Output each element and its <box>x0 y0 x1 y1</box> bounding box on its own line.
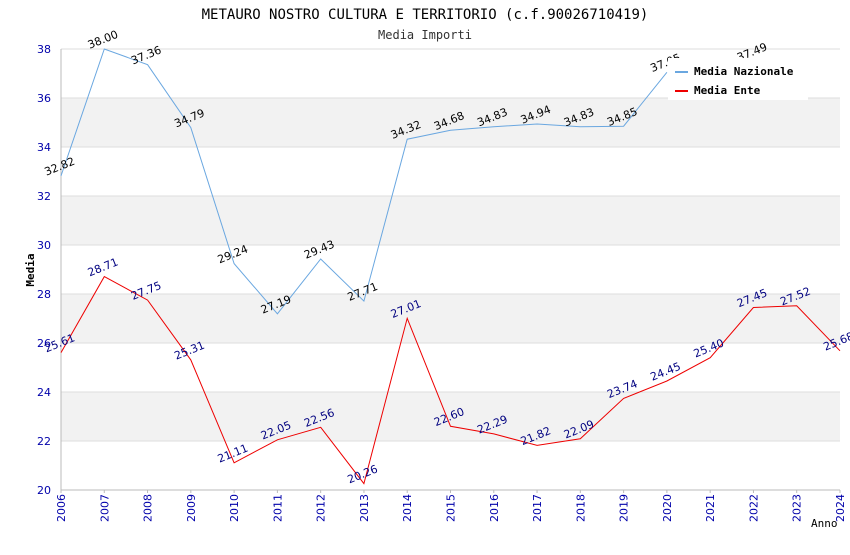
y-tick-label: 34 <box>37 141 51 154</box>
x-tick-label: 2022 <box>747 494 760 522</box>
plot-band <box>61 196 840 245</box>
chart-subtitle: Media Importi <box>378 28 472 42</box>
x-tick-label: 2015 <box>445 494 458 522</box>
y-tick-label: 20 <box>37 484 51 497</box>
x-tick-label: 2016 <box>488 494 501 522</box>
y-tick-label: 30 <box>37 239 51 252</box>
series-line-nazionale <box>60 48 668 315</box>
plot-band <box>61 98 840 147</box>
y-tick-label: 22 <box>37 435 51 448</box>
x-tick-label: 2009 <box>185 494 198 522</box>
plot-band <box>61 147 840 196</box>
series-line-ente <box>60 275 841 485</box>
series-lines <box>60 48 841 485</box>
x-tick-label: 2024 <box>834 494 847 522</box>
y-axis-label: Media <box>24 253 37 286</box>
grid-lines <box>61 48 840 491</box>
y-axis-ticks: 20 22 24 26 28 30 32 34 36 38 <box>37 43 51 497</box>
x-tick-label: 2006 <box>55 494 68 522</box>
chart-title: METAURO NOSTRO CULTURA E TERRITORIO (c.f… <box>202 7 649 23</box>
plot-band <box>61 441 840 490</box>
y-tick-label: 24 <box>37 386 51 399</box>
x-tick-label: 2023 <box>791 494 804 522</box>
plot-band <box>61 294 840 343</box>
x-tick-label: 2021 <box>704 494 717 522</box>
y-tick-label: 36 <box>37 92 51 105</box>
plot-background <box>61 49 840 490</box>
x-tick-label: 2008 <box>142 494 155 522</box>
legend-background <box>668 58 808 100</box>
x-tick-label: 2010 <box>228 494 241 522</box>
x-tick-label: 2017 <box>531 494 544 522</box>
x-tick-label: 2013 <box>358 494 371 522</box>
x-tick-label: 2014 <box>401 494 414 522</box>
x-tick-label: 2020 <box>661 494 674 522</box>
y-tick-label: 38 <box>37 43 51 56</box>
y-tick-label: 28 <box>37 288 51 301</box>
x-tick-label: 2019 <box>618 494 631 522</box>
y-tick-label: 32 <box>37 190 51 203</box>
y-tick-label: 26 <box>37 337 51 350</box>
data-label-nazionale: 38.00 <box>86 28 120 52</box>
plot-band <box>61 343 840 392</box>
x-tick-label: 2018 <box>574 494 587 522</box>
plot-band <box>61 245 840 294</box>
x-axis-ticks: 2006 2007 2008 2009 2010 2011 2012 2013 2014 2015… <box>55 490 847 522</box>
x-tick-label: 2011 <box>271 494 284 522</box>
legend: Media Nazionale Media Ente <box>668 58 808 100</box>
legend-label-nazionale: Media Nazionale <box>694 65 794 78</box>
x-tick-label: 2012 <box>315 494 328 522</box>
legend-label-ente: Media Ente <box>694 84 761 97</box>
x-tick-label: 2007 <box>98 494 111 522</box>
x-axis-label: Anno <box>811 517 838 530</box>
plot-band <box>61 392 840 441</box>
